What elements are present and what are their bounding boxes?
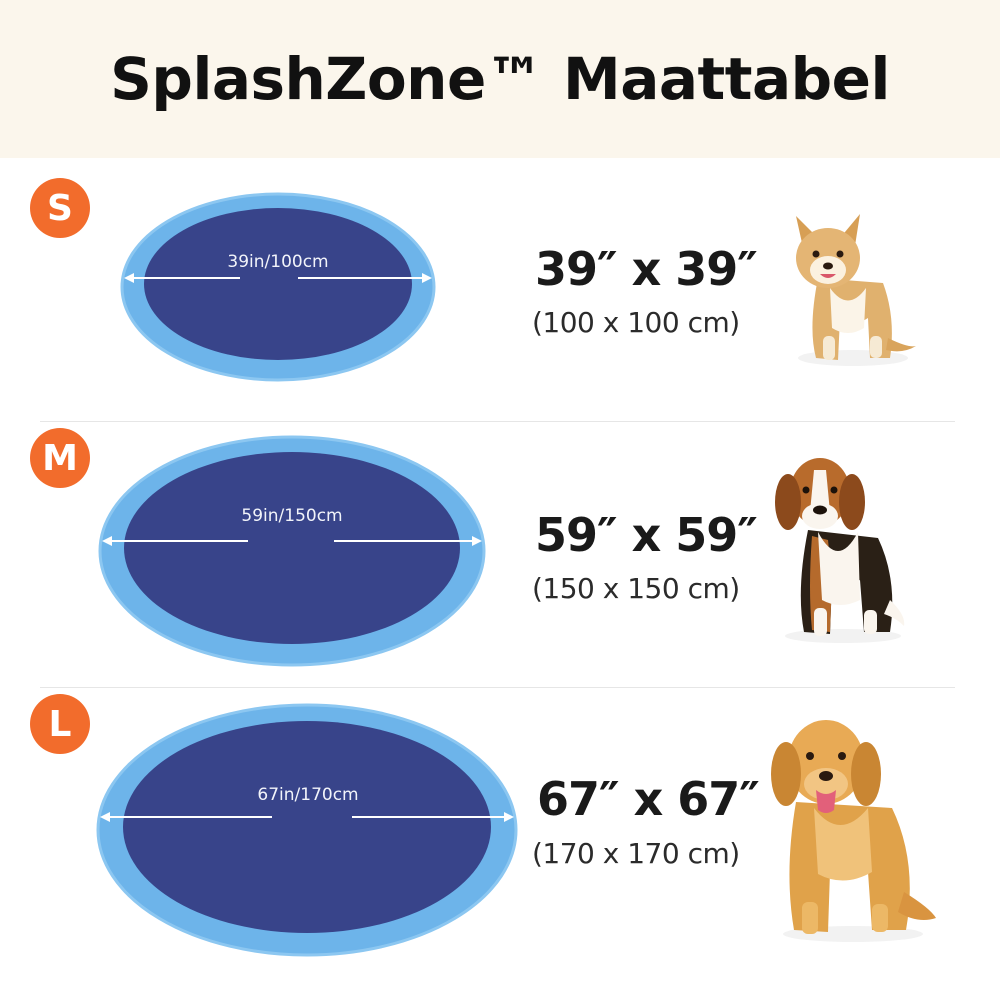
pool-large-label: 67in/170cm (257, 785, 358, 805)
size-badge-m: M (30, 428, 90, 488)
beagle-icon (768, 450, 908, 645)
size-m-metric: (150 x 150 cm) (532, 572, 740, 605)
golden-retriever-icon (768, 712, 940, 944)
row-divider (40, 687, 955, 688)
page-title: SplashZone™ Maattabel (110, 45, 890, 113)
pool-large: 67in/170cm (96, 703, 518, 957)
size-m-dimension: 59″ x 59″ (535, 508, 758, 562)
size-l-dimension: 67″ x 67″ (537, 772, 760, 826)
pool-small: 39in/100cm (120, 192, 436, 382)
pool-medium: 59in/150cm (98, 435, 486, 667)
size-s-dimension: 39″ x 39″ (535, 242, 758, 296)
size-badge-s: S (30, 178, 90, 238)
size-badge-l: L (30, 694, 90, 754)
small-dog-icon (778, 208, 918, 373)
size-s-metric: (100 x 100 cm) (532, 306, 740, 339)
pool-medium-label: 59in/150cm (241, 506, 342, 526)
header-banner: SplashZone™ Maattabel (0, 0, 1000, 158)
size-l-metric: (170 x 170 cm) (532, 837, 740, 870)
row-divider (40, 421, 955, 422)
pool-small-label: 39in/100cm (227, 252, 328, 272)
